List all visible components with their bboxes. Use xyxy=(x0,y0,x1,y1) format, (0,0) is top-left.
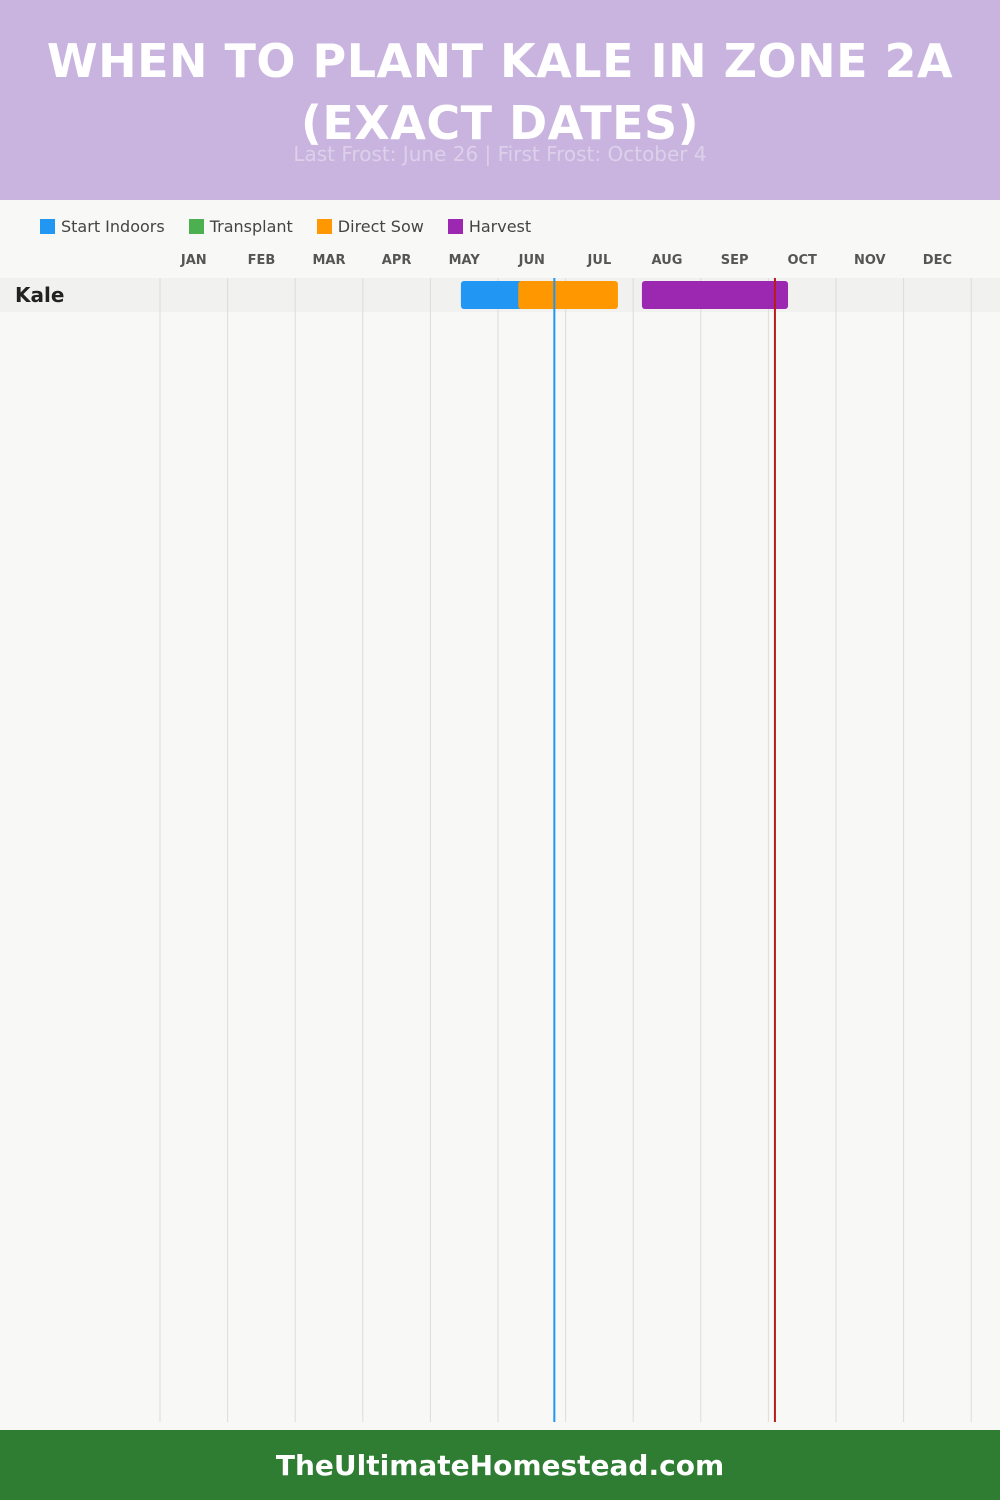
legend-swatch-start-indoors xyxy=(40,218,55,234)
crop-label: Kale xyxy=(15,283,64,307)
month-tick-label: FEB xyxy=(248,253,276,268)
header-banner: When to Plant Kale in Zone 2a (Exact Dat… xyxy=(0,0,1000,200)
bar-harvest xyxy=(641,281,789,309)
site-url[interactable]: TheUltimateHomestead.com xyxy=(275,1448,725,1482)
legend-label-harvest: Harvest xyxy=(468,216,532,236)
footer-banner: TheUltimateHomestead.com xyxy=(0,1430,1000,1500)
planting-timeline-chart: JAN FEB MAR APR MAY JUN JUL AUG SEP OCT NOV DEC Kale xyxy=(0,253,1000,1422)
month-tick-label: NOV xyxy=(854,253,886,268)
page-title: When to Plant Kale in Zone 2a (Exact Dat… xyxy=(46,34,954,150)
month-tick-label: JAN xyxy=(180,253,207,268)
month-tick-label: SEP xyxy=(721,253,749,268)
legend-label-start-indoors: Start Indoors xyxy=(61,216,165,236)
legend-swatch-harvest xyxy=(447,218,463,234)
month-tick-label: AUG xyxy=(652,253,683,268)
legend-item-start-indoors: Start Indoors xyxy=(40,217,165,236)
legend-item-direct-sow: Direct Sow xyxy=(316,216,424,236)
frost-dates-subtitle: Last Frost: June 26 | First Frost: Octob… xyxy=(293,142,707,166)
month-tick-label: MAR xyxy=(312,253,345,268)
bar-direct-sow xyxy=(518,281,618,309)
legend-label-direct-sow: Direct Sow xyxy=(337,216,424,236)
month-tick-label: JUN xyxy=(518,253,545,268)
month-tick-label: DEC xyxy=(923,253,952,268)
month-tick-label: APR xyxy=(382,253,412,268)
month-tick-label: MAY xyxy=(449,253,481,268)
legend-swatch-transplant xyxy=(188,218,204,234)
month-tick-label: JUL xyxy=(587,253,612,268)
month-tick-label: OCT xyxy=(787,253,817,268)
legend-item-harvest: Harvest xyxy=(447,216,532,236)
chart-legend: Start Indoors Transplant Direct Sow Harv… xyxy=(40,214,555,238)
legend-label-transplant: Transplant xyxy=(209,216,293,236)
legend-swatch-direct-sow xyxy=(316,218,332,234)
legend-item-transplant: Transplant xyxy=(188,216,293,236)
